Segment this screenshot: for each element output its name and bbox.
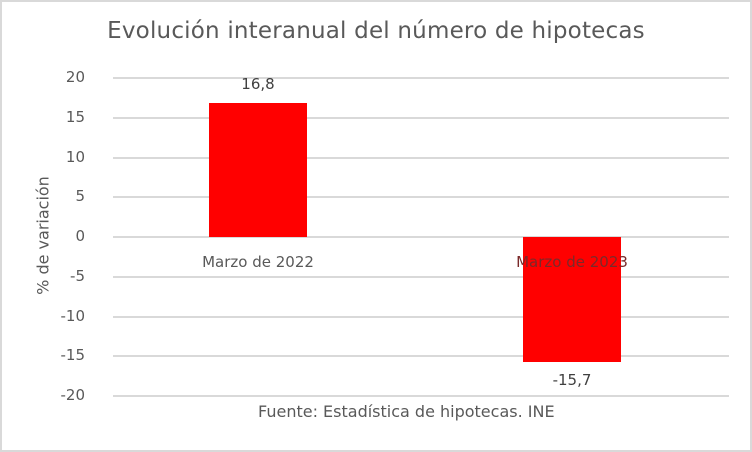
gridline <box>113 275 729 278</box>
bar[interactable] <box>523 237 621 362</box>
gridline <box>113 116 729 119</box>
y-tick-label: 10 <box>65 147 85 166</box>
y-tick-label: 5 <box>75 187 85 206</box>
gridline <box>113 315 729 318</box>
gridline <box>113 236 729 238</box>
chart-title: Evolución interanual del número de hipot… <box>107 18 645 44</box>
gridline <box>113 196 729 199</box>
y-tick-label: -20 <box>60 386 86 404</box>
y-tick-label: -5 <box>70 266 85 285</box>
data-label: 16,8 <box>241 75 275 94</box>
gridline <box>113 77 729 79</box>
y-tick-label: -15 <box>60 346 86 365</box>
data-label: -15,7 <box>552 370 592 389</box>
gridline <box>113 156 729 159</box>
y-tick-label: 0 <box>75 227 85 245</box>
y-tick-label: 20 <box>65 68 85 86</box>
category-label: Marzo de 2023 <box>516 253 628 271</box>
y-tick-label: -10 <box>60 306 86 325</box>
category-label: Marzo de 2022 <box>202 253 314 271</box>
gridline <box>113 355 729 358</box>
y-tick-label: 15 <box>65 107 85 126</box>
source-note: Fuente: Estadística de hipotecas. INE <box>258 402 555 421</box>
bar[interactable] <box>209 103 307 237</box>
gridline <box>113 395 729 397</box>
